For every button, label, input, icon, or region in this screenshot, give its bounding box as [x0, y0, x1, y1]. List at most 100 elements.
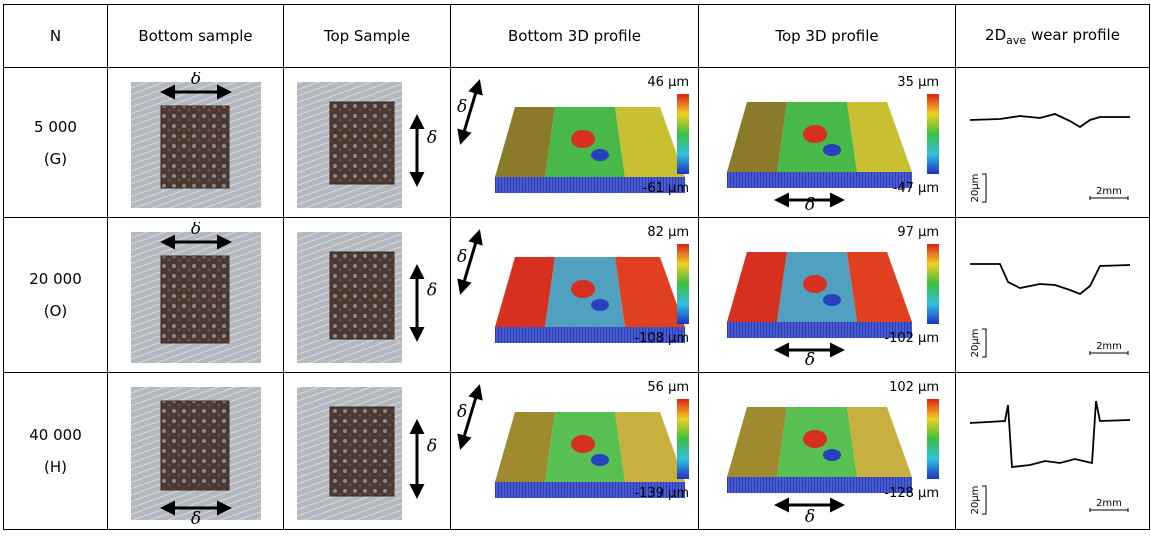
max-label: 82 µm [647, 225, 689, 240]
scale-y-label: 20µm [970, 485, 981, 514]
profile-block [494, 106, 685, 193]
wear-scar [160, 105, 229, 188]
profile-feature [823, 448, 841, 461]
profile-feature [570, 279, 595, 298]
profile-feature [823, 293, 841, 306]
profile-block [494, 256, 685, 343]
top-3d-cell: δ 102 µm -128 µm [698, 372, 956, 530]
wear-scar [329, 101, 395, 184]
profile-left-band [727, 251, 787, 322]
header-cell: Top Sample [283, 4, 451, 68]
scale-y [982, 485, 987, 514]
min-label: -47 µm [893, 181, 939, 196]
profile-feature [570, 129, 595, 148]
min-label: -128 µm [884, 486, 939, 501]
wear-profile-cell: 20µm 2mm [955, 217, 1150, 373]
delta: δ [805, 350, 815, 369]
top-sample-cell: δ [283, 372, 451, 530]
delta: δ [427, 128, 437, 148]
profile-right-band [614, 411, 685, 482]
table-body: 5 000 (G) δ δ δ 46 µm -61 µm δ 35 µm -47 … [3, 67, 1150, 530]
profile-side [494, 326, 685, 343]
wear-profile-cell: 20µm 2mm [955, 67, 1150, 218]
scale-x-label: 2mm [1096, 498, 1122, 509]
profile-feature [590, 453, 609, 466]
max-label: 56 µm [647, 380, 689, 395]
profile-left-band [494, 256, 555, 327]
n-cell: 40 000 (H) [3, 372, 108, 530]
profile-right-band [614, 106, 685, 177]
header-cell: Bottom sample [107, 4, 284, 68]
profile-side [494, 176, 685, 193]
color-bar [676, 243, 689, 324]
scale-y-label: 20µm [970, 328, 981, 357]
delta: δ [190, 72, 200, 89]
profile-left-band [727, 101, 787, 172]
max-label: 102 µm [889, 380, 939, 395]
profile-side [727, 171, 912, 188]
delta: δ [457, 97, 467, 117]
wear-profile-line [969, 400, 1131, 468]
profile-left-band [494, 411, 555, 482]
scale-y [982, 173, 987, 202]
scale-x [1089, 195, 1129, 200]
arrow [456, 383, 483, 450]
profile-left-band [727, 406, 787, 477]
top-sample-image: δ [297, 386, 437, 520]
bottom-sample-image: δ [130, 72, 261, 208]
wear-profile: 20µm 2mm [970, 262, 1131, 357]
bottom-sample-cell: δ [107, 67, 284, 218]
bottom-3d-cell: δ 82 µm -108 µm [450, 217, 699, 373]
min-label: -61 µm [642, 181, 688, 196]
profile-block [494, 411, 685, 498]
wear-profile-line [969, 112, 1130, 128]
profile-right-band [847, 101, 912, 172]
top-3d-cell: δ 35 µm -47 µm [698, 67, 956, 218]
profile-feature [570, 434, 595, 453]
color-bar [676, 93, 689, 174]
scale-y-label: 20µm [970, 173, 981, 202]
bottom-3d-image: δ 82 µm -108 µm [456, 225, 689, 346]
wear-profile: 20µm 2mm [969, 400, 1131, 514]
profile-block [727, 101, 912, 188]
row: 5 000 (G) δ δ δ 46 µm -61 µm δ 35 µm -47 … [3, 67, 1150, 218]
header-cell: N [3, 4, 108, 68]
profile-feature [803, 274, 827, 293]
profile-feature [590, 148, 609, 161]
profile-right-band [614, 256, 685, 327]
min-label: -102 µm [884, 331, 939, 346]
cycles: 40 000 [29, 426, 82, 444]
sample-label: (G) [43, 149, 68, 168]
page: N Bottom sample Top Sample Bottom 3D pro… [0, 4, 1151, 542]
min-label: -108 µm [634, 331, 689, 346]
min-label: -139 µm [634, 486, 689, 501]
delta: δ [805, 507, 815, 526]
header-cell: Bottom 3D profile [450, 4, 699, 68]
profile-feature [803, 429, 827, 448]
bottom-3d-image: δ 56 µm -139 µm [456, 380, 689, 501]
scale-x-label: 2mm [1096, 186, 1122, 197]
color-bar [927, 398, 939, 479]
n-cell: 5 000 (G) [3, 67, 108, 218]
profile-left-band [494, 106, 555, 177]
delta: δ [457, 247, 467, 267]
profile-feature [590, 298, 609, 311]
profile-feature [823, 143, 841, 156]
delta: δ [427, 436, 437, 456]
arrow [456, 228, 483, 295]
bottom-sample-cell: δ [107, 372, 284, 530]
top-3d-image: δ 102 µm -128 µm [727, 380, 939, 526]
row: 40 000 (H) δ δ δ 56 µm -139 µm δ 102 µm -… [3, 372, 1150, 530]
scale-x [1089, 507, 1129, 512]
header-cell: Top 3D profile [698, 4, 956, 68]
top-sample-image: δ [297, 81, 437, 208]
profile-block [727, 251, 912, 338]
profile-feature [803, 124, 827, 143]
delta: δ [190, 222, 200, 239]
delta: δ [427, 280, 437, 300]
wear-profile-cell: 20µm 2mm [955, 372, 1150, 530]
top-3d-image: δ 35 µm -47 µm [727, 75, 939, 214]
profile-right-band [847, 406, 912, 477]
profile-side [727, 321, 912, 338]
top-sample-image: δ [297, 231, 437, 363]
